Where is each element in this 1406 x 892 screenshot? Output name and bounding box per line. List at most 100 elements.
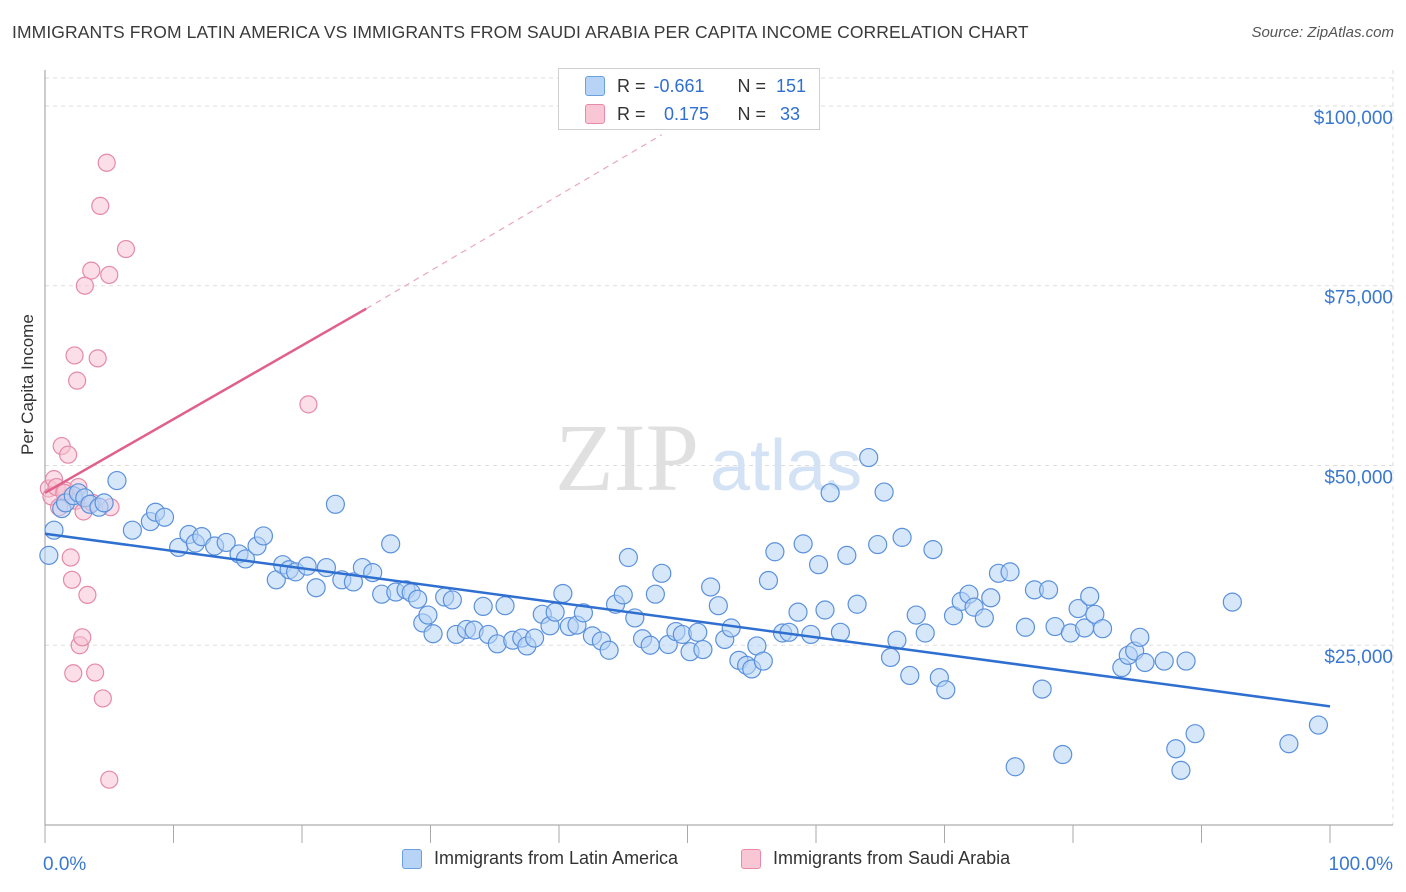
trend-lines [44, 134, 1331, 708]
data-point-latin-america [688, 622, 708, 642]
data-point-latin-america [423, 624, 443, 644]
legend-n-value: 33 [780, 103, 801, 124]
data-point-latin-america [923, 540, 943, 560]
legend-item-latin-america[interactable]: Immigrants from Latin America [402, 848, 678, 869]
data-point-latin-america [1000, 562, 1020, 582]
data-point-latin-america [316, 557, 337, 578]
data-point-latin-america [325, 494, 346, 514]
data-point-saudi-arabia [68, 371, 87, 390]
data-point-saudi-arabia [93, 689, 112, 708]
watermark: ZIP atlas [555, 404, 862, 511]
data-point-latin-america [1308, 715, 1329, 735]
data-point-latin-america [442, 590, 462, 610]
series-latin-america-points [39, 447, 1329, 780]
data-point-latin-america [343, 572, 363, 592]
legend-swatch-saudi-arabia [741, 848, 761, 869]
data-point-latin-america [645, 584, 665, 604]
data-point-latin-america [1092, 619, 1113, 639]
data-point-saudi-arabia [59, 445, 78, 464]
data-point-latin-america [618, 547, 638, 568]
data-point-latin-america [1130, 627, 1150, 647]
data-point-saudi-arabia [62, 570, 82, 589]
data-point-saudi-arabia [61, 548, 80, 567]
data-point-latin-america [1005, 757, 1025, 777]
data-point-saudi-arabia [82, 261, 101, 280]
data-point-latin-america [192, 527, 212, 547]
y-tick-label: $50,000 [1324, 467, 1393, 488]
data-point-latin-america [936, 680, 956, 700]
data-point-saudi-arabia [88, 349, 107, 368]
data-point-latin-america [1166, 739, 1186, 759]
data-point-latin-america [1068, 598, 1088, 619]
data-point-latin-america [900, 665, 920, 686]
data-point-latin-america [974, 608, 994, 628]
x-tick-label: 100.0% [1329, 854, 1394, 875]
data-point-latin-america [1015, 617, 1036, 637]
axes [44, 70, 1393, 843]
legend-n-value: 151 [776, 75, 807, 96]
data-point-latin-america [837, 545, 857, 565]
data-point-latin-america [297, 556, 317, 576]
data-point-latin-america [122, 520, 142, 540]
legend-swatch-pink [585, 104, 605, 124]
data-point-latin-america [820, 483, 840, 503]
watermark-zip: ZIP [555, 404, 699, 511]
legend-r-value: 0.175 [663, 103, 710, 124]
data-point-latin-america [94, 493, 114, 513]
data-point-latin-america [793, 534, 813, 554]
data-point-latin-america [915, 623, 935, 643]
legend-r-label: R = [617, 103, 646, 124]
data-point-latin-america [693, 639, 713, 660]
data-point-latin-america [381, 534, 401, 554]
tick-labels: $25,000 $50,000 $75,000 $100,000 0.0% 100.0% [43, 108, 1393, 875]
y-tick-label: $100,000 [1314, 108, 1393, 129]
data-point-latin-america [1032, 679, 1052, 699]
chart-title: IMMIGRANTS FROM LATIN AMERICA VS IMMIGRA… [12, 22, 1029, 42]
x-tick-label: 0.0% [43, 854, 86, 875]
y-tick-label: $75,000 [1324, 288, 1393, 309]
data-point-latin-america [640, 635, 660, 655]
data-point-latin-america [1053, 744, 1073, 765]
data-point-latin-america [765, 542, 785, 562]
data-point-saudi-arabia [91, 196, 110, 215]
data-point-latin-america [216, 532, 236, 553]
data-point-latin-america [524, 628, 545, 648]
data-point-saudi-arabia [75, 276, 94, 295]
y-tick-label: $25,000 [1324, 647, 1393, 668]
legend-label-latin-america: Immigrants from Latin America [434, 848, 679, 868]
data-point-latin-america [880, 647, 901, 668]
data-point-saudi-arabia [78, 585, 97, 605]
data-point-latin-america [788, 602, 808, 622]
data-point-latin-america [815, 600, 835, 620]
correlation-legend: R = -0.661 N = 151 R = 0.175 N = 33 [558, 68, 820, 130]
trend-line-saudi-arabia-extension [365, 134, 663, 310]
data-point-latin-america [859, 447, 879, 468]
trend-line-saudi-arabia [44, 307, 367, 494]
data-point-latin-america [1135, 652, 1155, 673]
data-point-latin-america [1171, 760, 1191, 780]
data-point-latin-america [1222, 592, 1242, 612]
y-axis-label: Per Capita Income [18, 314, 37, 455]
data-point-latin-america [847, 594, 867, 614]
legend-row-saudi-arabia: R = 0.175 N = 33 [585, 101, 800, 127]
data-point-latin-america [701, 577, 721, 597]
data-point-latin-america [573, 603, 594, 623]
data-point-saudi-arabia [97, 153, 116, 172]
data-point-saudi-arabia [86, 663, 105, 682]
data-point-latin-america [253, 526, 274, 546]
legend-swatch-latin-america [402, 848, 422, 869]
data-point-latin-america [553, 583, 573, 604]
data-point-latin-america [1154, 651, 1174, 671]
legend-item-saudi-arabia[interactable]: Immigrants from Saudi Arabia [741, 848, 1010, 869]
data-point-latin-america [107, 470, 127, 491]
data-point-latin-america [708, 596, 728, 616]
data-point-latin-america [906, 605, 926, 625]
legend-r-value: -0.661 [653, 75, 705, 96]
data-point-latin-america [473, 596, 493, 617]
trend-line-latin-america [44, 532, 1331, 708]
legend-n-label: N = [737, 103, 767, 124]
data-point-latin-america [1185, 724, 1205, 744]
legend-row-latin-america: R = -0.661 N = 151 [585, 73, 806, 99]
data-point-latin-america [808, 555, 829, 575]
data-point-latin-america [652, 563, 672, 583]
